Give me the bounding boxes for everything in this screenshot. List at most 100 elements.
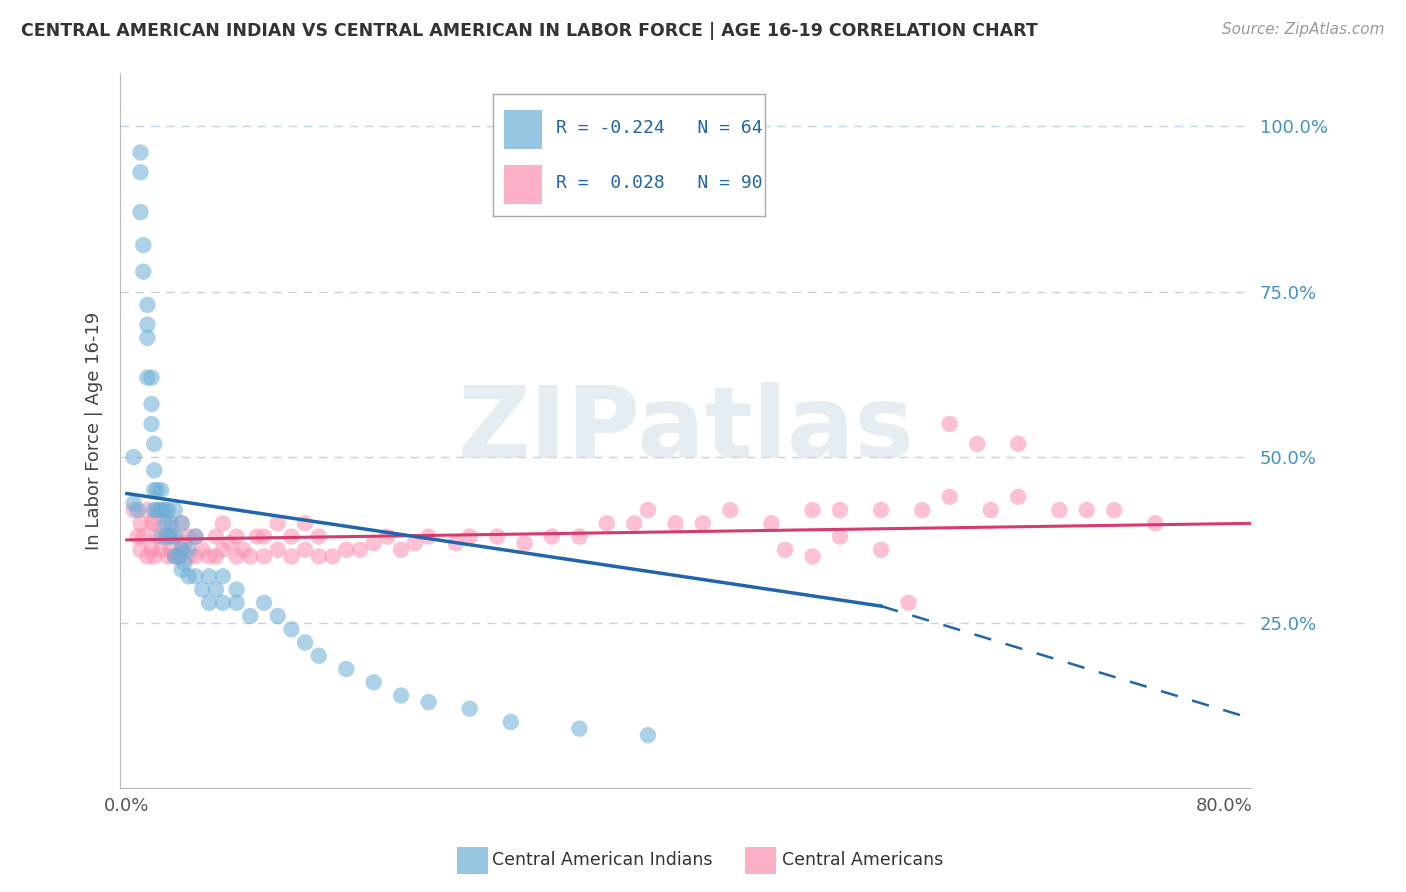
Point <box>637 503 659 517</box>
Point <box>444 536 467 550</box>
Point <box>225 549 247 564</box>
Point <box>205 582 228 597</box>
Point <box>1076 503 1098 517</box>
Point <box>225 596 247 610</box>
Point <box>150 483 173 498</box>
Point <box>761 516 783 531</box>
Point <box>828 503 851 517</box>
Point <box>129 165 152 179</box>
Point <box>280 530 302 544</box>
Text: Central American Indians: Central American Indians <box>492 851 713 869</box>
Point <box>143 483 166 498</box>
Point <box>266 609 288 624</box>
Point <box>146 503 169 517</box>
Point <box>129 145 152 160</box>
Point <box>211 516 233 531</box>
Point <box>541 530 564 544</box>
Point <box>184 549 207 564</box>
Point <box>966 437 988 451</box>
Point <box>418 530 440 544</box>
Point <box>205 530 228 544</box>
Point <box>191 542 214 557</box>
Point <box>129 516 152 531</box>
Point <box>177 542 200 557</box>
Point <box>322 549 344 564</box>
Point <box>911 503 934 517</box>
Point <box>150 503 173 517</box>
Point <box>156 516 179 531</box>
Point <box>389 689 412 703</box>
Point <box>363 536 385 550</box>
Point <box>870 503 893 517</box>
Point <box>294 635 316 649</box>
Point <box>198 596 221 610</box>
Point <box>718 503 741 517</box>
Point <box>980 503 1002 517</box>
Point <box>1102 503 1125 517</box>
Point <box>127 503 149 517</box>
Point <box>150 530 173 544</box>
Point <box>136 331 159 345</box>
Point <box>308 648 330 663</box>
Point <box>141 542 163 557</box>
Point <box>225 530 247 544</box>
Point <box>170 542 193 557</box>
Point <box>513 536 536 550</box>
Point <box>156 549 179 564</box>
Point <box>198 549 221 564</box>
Point <box>143 463 166 477</box>
Point <box>499 714 522 729</box>
Point <box>308 549 330 564</box>
Point <box>159 542 181 557</box>
Point <box>389 542 412 557</box>
Point <box>253 596 276 610</box>
Point <box>1007 437 1029 451</box>
Point <box>150 503 173 517</box>
Point <box>218 536 240 550</box>
Point <box>870 542 893 557</box>
Point <box>335 542 357 557</box>
Point <box>568 722 591 736</box>
Text: Source: ZipAtlas.com: Source: ZipAtlas.com <box>1222 22 1385 37</box>
Point <box>136 370 159 384</box>
Point <box>239 609 262 624</box>
Point <box>828 530 851 544</box>
Point <box>122 450 145 464</box>
Point <box>146 530 169 544</box>
Point <box>143 437 166 451</box>
Point <box>156 530 179 544</box>
Point <box>773 542 796 557</box>
Point <box>132 530 155 544</box>
Point <box>136 298 159 312</box>
Point <box>211 596 233 610</box>
Point <box>377 530 399 544</box>
Point <box>897 596 920 610</box>
Point <box>404 536 426 550</box>
Point <box>146 483 169 498</box>
Point <box>692 516 714 531</box>
Point <box>486 530 509 544</box>
Point <box>156 503 179 517</box>
Point <box>143 549 166 564</box>
Point <box>253 549 276 564</box>
Point <box>163 530 186 544</box>
Point <box>211 542 233 557</box>
Point <box>170 542 193 557</box>
Point <box>211 569 233 583</box>
Text: Central Americans: Central Americans <box>782 851 943 869</box>
Point <box>418 695 440 709</box>
Point <box>184 569 207 583</box>
Point <box>308 530 330 544</box>
Point <box>177 530 200 544</box>
Point <box>132 238 155 252</box>
Point <box>623 516 645 531</box>
Point <box>177 569 200 583</box>
Point <box>664 516 686 531</box>
Point <box>122 496 145 510</box>
Point <box>280 622 302 636</box>
Point <box>132 265 155 279</box>
Point <box>122 503 145 517</box>
Point <box>294 542 316 557</box>
Point <box>170 563 193 577</box>
Point <box>335 662 357 676</box>
